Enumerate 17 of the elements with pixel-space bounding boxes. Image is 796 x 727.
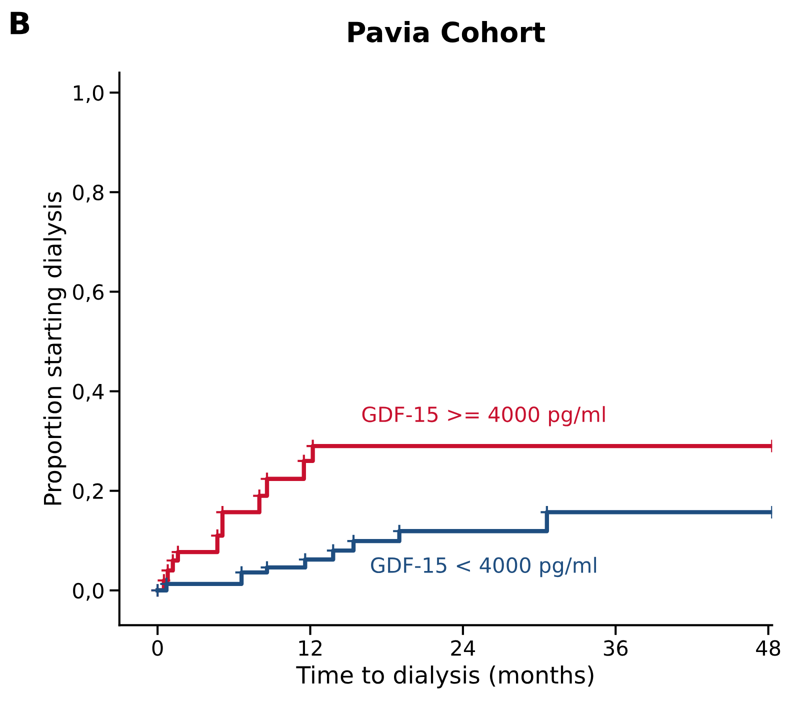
- x-axis-title: Time to dialysis (months): [296, 666, 594, 688]
- text: B: [10, 12, 30, 34]
- y-tick-label: 1,0: [74, 85, 104, 103]
- x-tick-label: 48: [756, 640, 780, 656]
- x-tick-label: 24: [451, 640, 476, 656]
- chart-title: Pavia Cohort: [348, 21, 545, 43]
- y-tick-label: 0,0: [73, 582, 104, 601]
- series-label: GDF-15 >= 4000 pg/ml: [362, 406, 605, 426]
- x-tick-label: 36: [604, 640, 628, 656]
- y-tick-label: 0,8: [73, 184, 104, 202]
- y-axis-title: Proportion starting dialysis: [43, 192, 66, 505]
- y-tick-label: 0,4: [73, 384, 104, 402]
- series-label: GDF-15 < 4000 pg/ml: [371, 556, 596, 578]
- y-tick-label: 0,2: [73, 483, 103, 502]
- y-tick-label: 0,6: [73, 284, 104, 302]
- x-tick-label: 12: [299, 640, 322, 656]
- x-tick-label: 0: [152, 640, 163, 656]
